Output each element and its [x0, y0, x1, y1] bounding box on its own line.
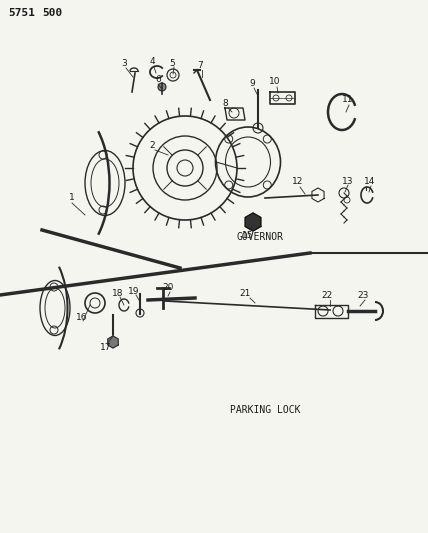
Text: 5751: 5751: [8, 8, 35, 18]
Circle shape: [158, 83, 166, 91]
Text: 16: 16: [76, 312, 88, 321]
Polygon shape: [245, 213, 261, 231]
Text: 4: 4: [149, 58, 155, 67]
Text: 8: 8: [222, 100, 228, 109]
Text: 6: 6: [155, 76, 161, 85]
Text: 2: 2: [149, 141, 155, 149]
Text: 21: 21: [239, 289, 251, 298]
Text: 17: 17: [100, 343, 112, 351]
Text: 14: 14: [364, 177, 376, 187]
Text: 18: 18: [112, 288, 124, 297]
Text: 22: 22: [321, 292, 333, 301]
Text: 1: 1: [69, 193, 75, 203]
Text: GOVERNOR: GOVERNOR: [237, 232, 283, 242]
Text: 15: 15: [242, 231, 254, 240]
Text: 500: 500: [42, 8, 62, 18]
Text: 12: 12: [292, 177, 304, 187]
Text: 20: 20: [162, 284, 174, 293]
Text: 13: 13: [342, 176, 354, 185]
Polygon shape: [108, 336, 118, 348]
Text: 9: 9: [249, 78, 255, 87]
Text: 7: 7: [197, 61, 203, 70]
Text: 3: 3: [121, 59, 127, 68]
Text: 23: 23: [357, 292, 369, 301]
Text: 19: 19: [128, 287, 140, 295]
Text: 5: 5: [169, 59, 175, 68]
Text: PARKING LOCK: PARKING LOCK: [230, 405, 300, 415]
Text: 11: 11: [342, 95, 354, 104]
Text: 10: 10: [269, 77, 281, 86]
